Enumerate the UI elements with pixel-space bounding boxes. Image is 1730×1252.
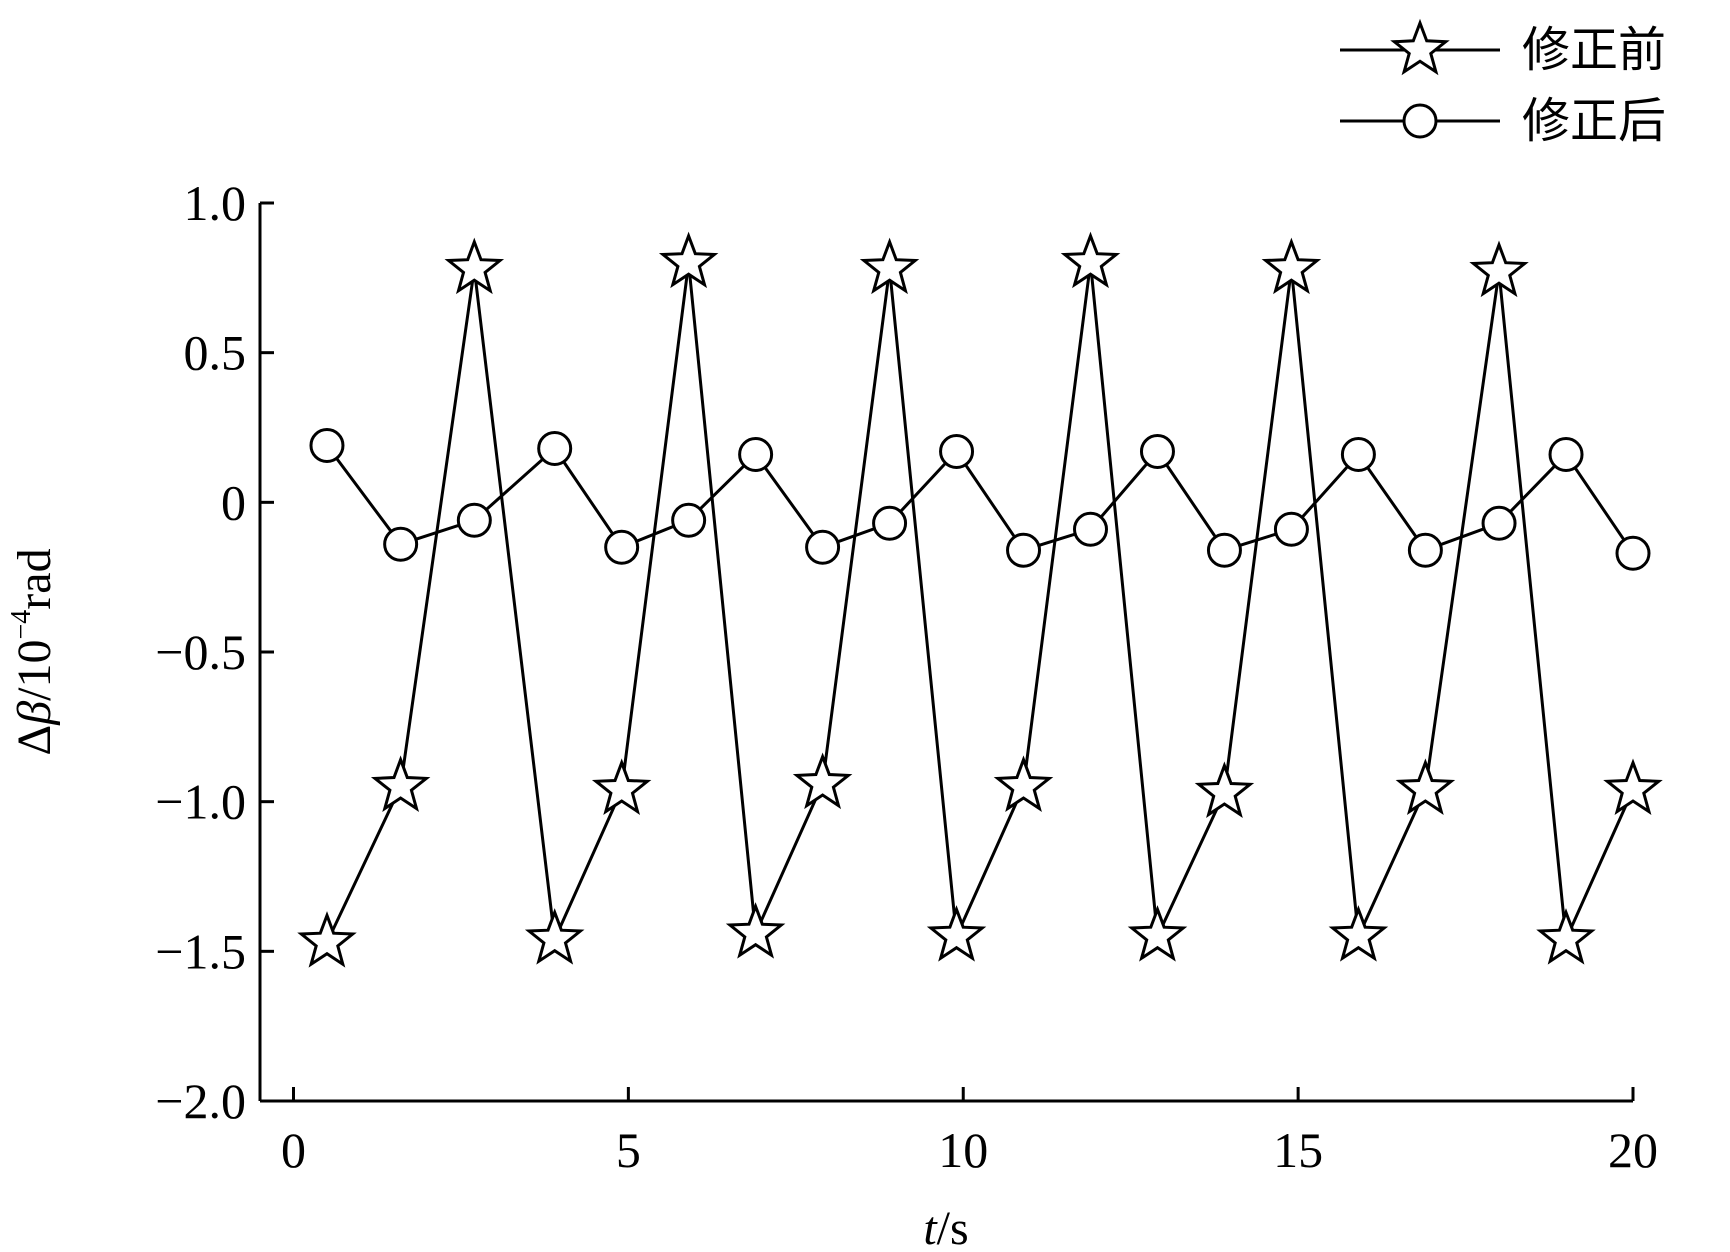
legend: 修正前 修正后 [1340, 18, 1666, 148]
star-point [1194, 761, 1255, 818]
x-tick-label: 20 [1608, 1122, 1658, 1178]
star-point [1536, 908, 1596, 965]
series-before [297, 231, 1663, 968]
y-axis-label-beta: β [8, 701, 61, 726]
star-point [1127, 905, 1188, 962]
star-point [725, 902, 786, 959]
star-point [524, 908, 585, 965]
circle-point [805, 529, 841, 565]
star-point [1060, 231, 1121, 289]
circle-point [939, 433, 975, 469]
y-tick-label: −1.0 [155, 774, 246, 830]
circle-point [456, 502, 492, 538]
circle-point [1273, 511, 1309, 547]
x-axis-label-italic: t [923, 1202, 938, 1252]
x-axis-label: t/s [923, 1202, 968, 1252]
y-axis-label-unit: rad [8, 548, 61, 609]
legend-circle-marker [1402, 103, 1438, 139]
y-axis-label-exp: −4 [6, 610, 37, 640]
star-point [444, 237, 505, 295]
circle-point [1548, 436, 1584, 472]
circle-point [383, 526, 419, 562]
legend-label-after: 修正后 [1522, 95, 1666, 148]
circle-point [1481, 505, 1517, 541]
y-tick-label: −1.5 [155, 923, 246, 979]
star-point [1469, 240, 1529, 298]
circle-point [1615, 535, 1651, 571]
y-tick-label: 1.0 [184, 175, 247, 231]
x-tick-label: 5 [616, 1122, 641, 1178]
circle-point [604, 529, 640, 565]
circle-point [872, 505, 908, 541]
circle-point [309, 427, 345, 463]
legend-star-marker [1390, 18, 1450, 76]
star-point [591, 758, 652, 815]
y-ticks: 1.0 0.5 0 −0.5 −1.0 −1.5 −2.0 [155, 175, 274, 1129]
circle-point [1206, 532, 1242, 568]
circle-point [1072, 511, 1108, 547]
star-point [1261, 237, 1322, 295]
legend-label-before: 修正前 [1522, 24, 1666, 77]
star-point [993, 755, 1054, 812]
circle-point [738, 436, 774, 472]
y-tick-label: −2.0 [155, 1073, 246, 1129]
x-tick-label: 15 [1273, 1122, 1323, 1178]
star-point [1603, 758, 1663, 815]
y-axis-label-mid: /10 [8, 639, 61, 700]
star-point [792, 752, 853, 810]
x-tick-label: 10 [938, 1122, 988, 1178]
x-tick-label: 0 [281, 1122, 306, 1178]
star-point [370, 755, 431, 812]
star-point [658, 231, 719, 289]
legend-item-before: 修正前 [1340, 18, 1666, 77]
legend-item-after: 修正后 [1340, 95, 1666, 148]
circle-point [537, 430, 573, 466]
star-point [1395, 758, 1456, 815]
star-point [1328, 905, 1389, 962]
star-point [859, 237, 920, 295]
circle-point [1340, 436, 1376, 472]
star-point [926, 905, 987, 962]
circle-point [1407, 532, 1443, 568]
series-line [325, 444, 1635, 555]
series-after [309, 427, 1651, 571]
series-line [325, 262, 1635, 946]
circle-point [671, 502, 707, 538]
star-point [297, 911, 357, 968]
circle-point [1139, 433, 1175, 469]
y-tick-label: −0.5 [155, 624, 246, 680]
y-tick-label: 0.5 [184, 325, 247, 381]
circle-point [1006, 532, 1042, 568]
x-ticks: 0 5 10 15 20 [281, 1087, 1658, 1178]
series-layer [297, 231, 1663, 968]
y-tick-label: 0 [221, 474, 246, 530]
y-axis-label: Δβ/10−4rad [6, 548, 61, 755]
x-axis-label-unit: /s [937, 1202, 969, 1252]
y-axis-label-delta: Δ [8, 725, 61, 756]
